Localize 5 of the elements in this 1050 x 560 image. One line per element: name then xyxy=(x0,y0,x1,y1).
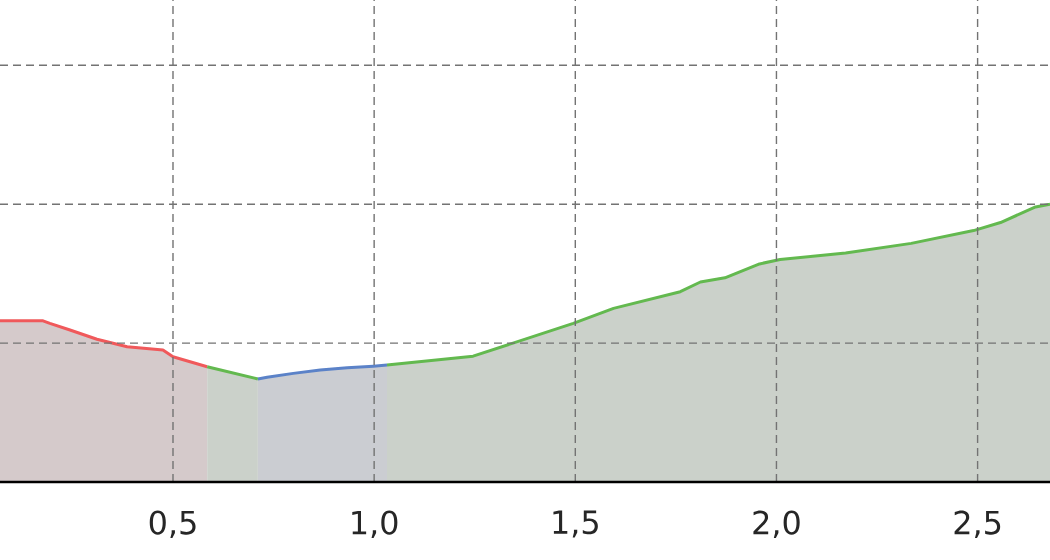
x-tick-label: 1,5 xyxy=(553,510,598,538)
x-tick-label: 2,0 xyxy=(753,510,800,538)
x-tick-label: 0,5 xyxy=(149,510,196,538)
x-tick-label: 2,5 xyxy=(954,510,1001,538)
x-tick-label: 1,0 xyxy=(352,510,398,538)
